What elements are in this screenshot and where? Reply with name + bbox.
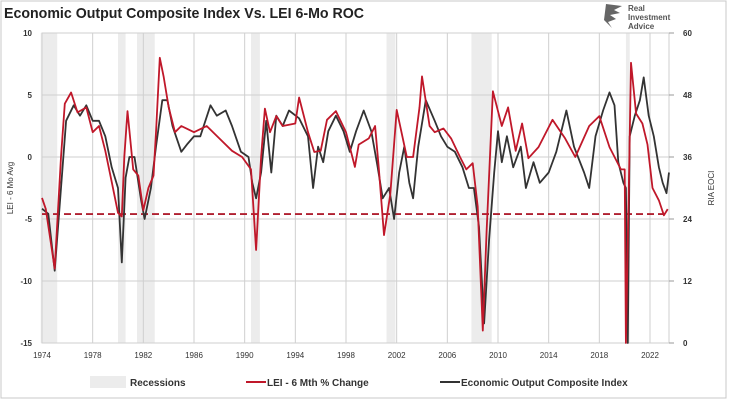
lei-series-line xyxy=(41,56,669,344)
x-tick-label: 1974 xyxy=(33,351,51,360)
y2-tick-label: 36 xyxy=(683,153,692,162)
recession-band xyxy=(118,33,126,343)
logo: Real Investment Advice xyxy=(604,4,671,31)
logo-line-3: Advice xyxy=(628,22,655,31)
legend-label-recessions: Recessions xyxy=(130,378,186,389)
eoci-series-line xyxy=(41,76,670,344)
y-tick-label: 10 xyxy=(23,29,32,38)
y-tick-label: -15 xyxy=(20,339,32,348)
chart-title: Economic Output Composite Index Vs. LEI … xyxy=(4,5,364,22)
y-axis-label: LEI - 6 Mo Avg xyxy=(6,162,15,214)
eagle-logo-icon xyxy=(604,4,622,28)
legend-label-lei: LEI - 6 Mth % Change xyxy=(267,378,369,389)
x-tick-label: 1998 xyxy=(337,351,355,360)
y2-tick-label: 60 xyxy=(683,29,692,38)
recession-band xyxy=(471,33,492,343)
x-tick-label: 1982 xyxy=(134,351,152,360)
x-tick-label: 2002 xyxy=(388,351,406,360)
x-tick-label: 2014 xyxy=(540,351,558,360)
y2-tick-label: 12 xyxy=(683,277,692,286)
y-tick-label: -5 xyxy=(25,215,33,224)
x-tick-label: 1978 xyxy=(84,351,102,360)
recession-band xyxy=(137,33,155,343)
x-tick-label: 2010 xyxy=(489,351,507,360)
y2-tick-label: 24 xyxy=(683,215,692,224)
recession-band xyxy=(251,33,260,343)
x-tick-label: 2006 xyxy=(438,351,456,360)
legend: Recessions LEI - 6 Mth % Change Economic… xyxy=(90,376,628,389)
tick-labels: 1974 1978 1982 1986 1990 1994 1998 2002 2006 2010… xyxy=(20,29,692,360)
x-tick-label: 2022 xyxy=(641,351,659,360)
x-tick-label: 2018 xyxy=(590,351,608,360)
y2-tick-label: 0 xyxy=(683,339,688,348)
gridlines xyxy=(41,32,674,344)
logo-line-2: Investment xyxy=(628,13,671,22)
y-tick-label: -10 xyxy=(20,277,32,286)
x-tick-label: 1994 xyxy=(286,351,304,360)
y-tick-label: 5 xyxy=(28,91,33,100)
x-tick-label: 1986 xyxy=(185,351,203,360)
recession-band xyxy=(40,33,58,343)
recession-band xyxy=(625,33,630,343)
y-tick-label: 0 xyxy=(28,153,33,162)
logo-line-1: Real xyxy=(628,4,645,13)
x-tick-label: 1990 xyxy=(236,351,254,360)
y2-tick-label: 48 xyxy=(683,91,692,100)
y2-axis-label: RIA EOCI xyxy=(707,171,716,206)
legend-swatch-recessions xyxy=(90,376,126,388)
legend-label-eoci: Economic Output Composite Index xyxy=(461,378,628,389)
series-lines xyxy=(41,56,670,344)
